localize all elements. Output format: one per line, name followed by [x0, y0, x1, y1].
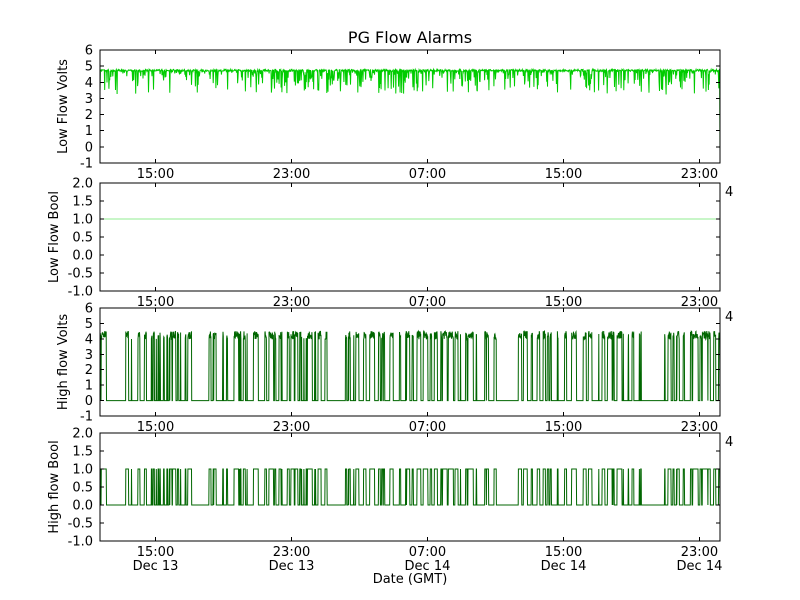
y-tick-label: -1: [80, 410, 93, 425]
y-tick-label: 6: [85, 44, 93, 59]
x-tick-label: 23:00: [273, 420, 310, 435]
y-axis-label-low-flow-volts: Low Flow Volts: [56, 59, 71, 154]
x-tick-label: 15:00: [545, 295, 582, 310]
y-tick-label: 4: [85, 76, 93, 91]
x-tick-label: 23:00: [681, 545, 718, 560]
y-tick-label: -1.0: [68, 535, 93, 550]
y-tick-label: 0.0: [72, 499, 93, 514]
y-tick-label: 2: [85, 108, 93, 123]
x-date-label: Dec 14: [677, 559, 723, 574]
y-tick-label: 3: [85, 348, 93, 363]
x-axis-label: Date (GMT): [372, 572, 448, 587]
x-date-label: Dec 14: [405, 559, 451, 574]
y-tick-label: 3: [85, 92, 93, 107]
y-tick-label: 2.0: [72, 427, 93, 442]
x-tick-label: 07:00: [409, 295, 446, 310]
x-tick-label: 23:00: [681, 167, 718, 182]
y-tick-label: 4: [85, 332, 93, 347]
axes-frame: [99, 307, 721, 417]
x-tick-label: 15:00: [137, 295, 174, 310]
y-tick-label: -1.0: [68, 285, 93, 300]
y-tick-label: 0.5: [72, 231, 93, 246]
axes-frame: [99, 182, 721, 292]
y-tick-label: -0.5: [68, 517, 93, 532]
x-tick-label: 07:00: [409, 167, 446, 182]
tick-marks: [100, 307, 720, 417]
x-tick-label: 15:00: [545, 167, 582, 182]
x-date-label: Dec 13: [269, 559, 315, 574]
x-date-label: Dec 14: [541, 559, 587, 574]
series-low-flow-volts: [99, 67, 721, 152]
x-tick-label: 15:00: [137, 420, 174, 435]
y-tick-label: 1.0: [72, 213, 93, 228]
x-tick-label: 15:00: [545, 420, 582, 435]
y-tick-label: 0.5: [72, 481, 93, 496]
x-tick-label: 07:00: [409, 545, 446, 560]
x-tick-label: 23:00: [273, 545, 310, 560]
y-tick-label: -1: [80, 157, 93, 172]
y-tick-label: 5: [85, 60, 93, 75]
tick-marks: [100, 432, 720, 542]
right-axis-label: 4: [725, 185, 733, 200]
y-tick-label: 1: [85, 124, 93, 139]
x-tick-label: 15:00: [545, 545, 582, 560]
x-tick-label: 23:00: [681, 420, 718, 435]
right-axis-label: 4: [725, 310, 733, 325]
y-tick-label: -0.5: [68, 267, 93, 282]
right-axis-label: 4: [725, 435, 733, 450]
y-tick-label: 2: [85, 363, 93, 378]
x-tick-label: 23:00: [681, 295, 718, 310]
y-tick-label: 0.0: [72, 249, 93, 264]
y-tick-label: 1.0: [72, 463, 93, 478]
y-tick-label: 2.0: [72, 177, 93, 192]
y-axis-label-high-flow-bool: High flow Bool: [47, 440, 62, 533]
x-date-label: Dec 13: [133, 559, 179, 574]
y-axis-label-low-flow-bool: Low Flow Bool: [47, 191, 62, 283]
y-tick-label: 1: [85, 379, 93, 394]
axes-frame: [99, 49, 721, 164]
chart-title: PG Flow Alarms: [347, 28, 473, 47]
y-tick-label: 6: [85, 302, 93, 317]
y-tick-label: 1.5: [72, 445, 93, 460]
x-tick-label: 07:00: [409, 420, 446, 435]
y-tick-label: 1.5: [72, 195, 93, 210]
y-tick-label: 0: [85, 394, 93, 409]
x-tick-label: 15:00: [137, 167, 174, 182]
y-axis-label-high-flow-volts: High flow Volts: [56, 314, 71, 410]
y-tick-label: 0: [85, 140, 93, 155]
x-tick-label: 23:00: [273, 295, 310, 310]
tick-marks: [100, 182, 720, 292]
tick-marks: [100, 49, 720, 164]
x-tick-label: 15:00: [137, 545, 174, 560]
subplot-low-flow-bool: -1.0 -0.5 0.0 0.5 1.0 1.5 2.0 15:00 23:00 07:00 15…: [47, 177, 733, 311]
series-high-flow-bool: [100, 468, 721, 506]
series-high-flow-volts: [99, 329, 721, 402]
x-tick-label: 23:00: [273, 167, 310, 182]
y-tick-label: 5: [85, 317, 93, 332]
